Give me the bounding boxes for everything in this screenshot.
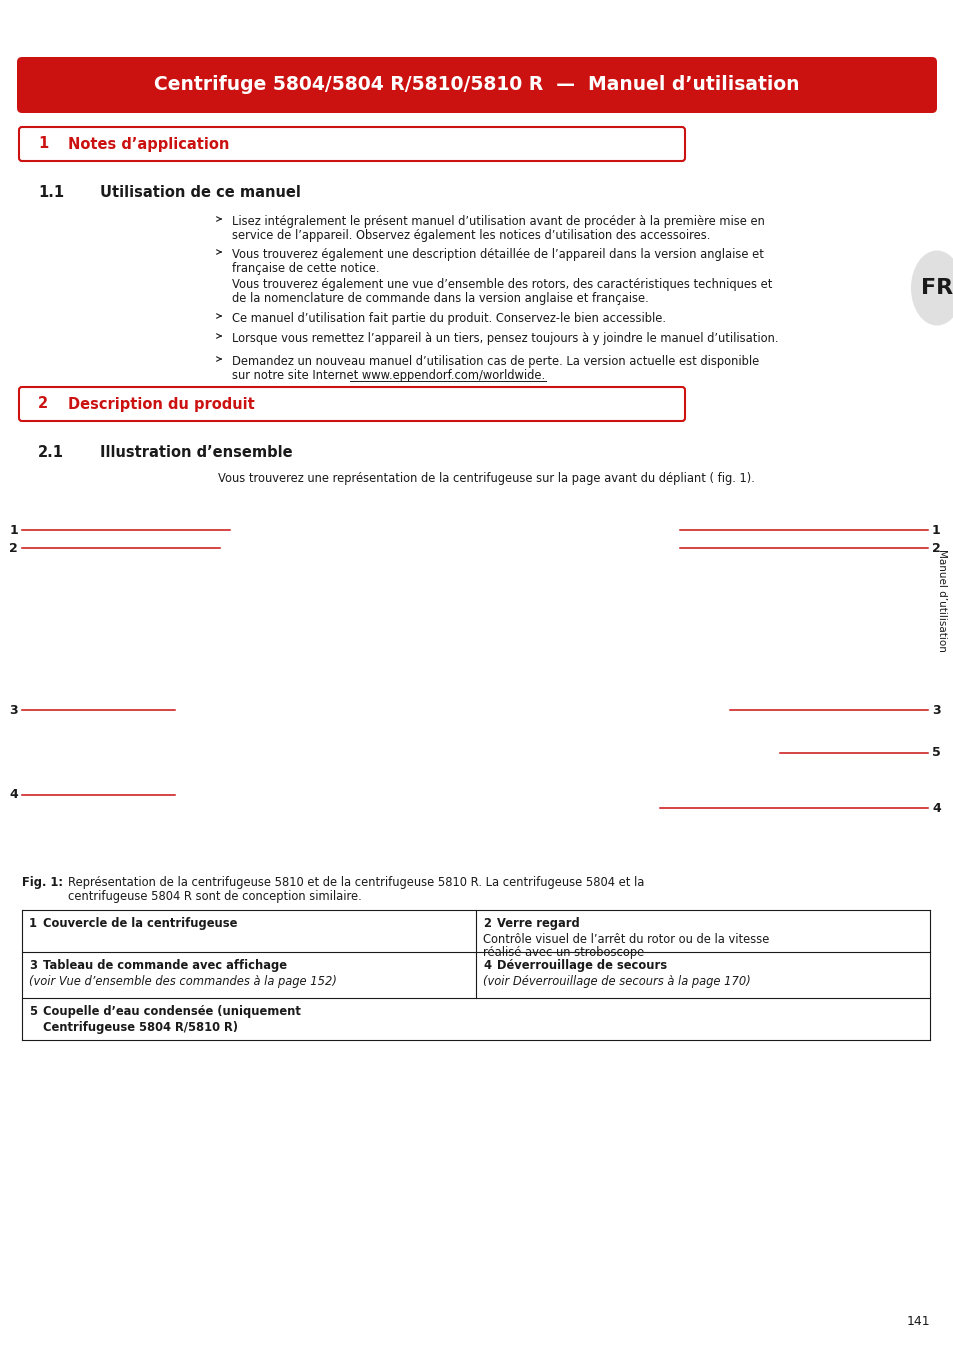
Text: 4: 4 <box>482 958 491 972</box>
Ellipse shape <box>910 251 953 325</box>
FancyBboxPatch shape <box>17 57 936 113</box>
Text: (voir Vue d’ensemble des commandes à la page 152): (voir Vue d’ensemble des commandes à la … <box>29 975 336 988</box>
Text: Lorsque vous remettez l’appareil à un tiers, pensez toujours à y joindre le manu: Lorsque vous remettez l’appareil à un ti… <box>232 332 778 346</box>
Text: Illustration d’ensemble: Illustration d’ensemble <box>100 446 293 460</box>
Text: Représentation de la centrifugeuse 5810 et de la centrifugeuse 5810 R. La centri: Représentation de la centrifugeuse 5810 … <box>68 876 643 890</box>
Text: sur notre site Internet www.eppendorf.com/worldwide.: sur notre site Internet www.eppendorf.co… <box>232 369 544 382</box>
Text: FR: FR <box>920 278 952 298</box>
Text: Centrifugeuse 5804 R/5810 R): Centrifugeuse 5804 R/5810 R) <box>43 1021 237 1034</box>
Text: 4: 4 <box>931 802 940 814</box>
Text: 141: 141 <box>905 1315 929 1328</box>
Text: 5: 5 <box>29 1004 37 1018</box>
Text: Ce manuel d’utilisation fait partie du produit. Conservez-le bien accessible.: Ce manuel d’utilisation fait partie du p… <box>232 312 665 325</box>
Text: Vous trouverez une représentation de la centrifugeuse sur la page avant du dépli: Vous trouverez une représentation de la … <box>218 472 754 485</box>
Text: Description du produit: Description du produit <box>68 397 254 412</box>
Text: Déverrouillage de secours: Déverrouillage de secours <box>497 958 666 972</box>
Text: Vous trouverez également une vue d’ensemble des rotors, des caractéristiques tec: Vous trouverez également une vue d’ensem… <box>232 278 772 292</box>
FancyBboxPatch shape <box>19 127 684 161</box>
Text: 3: 3 <box>10 703 18 717</box>
Text: 2: 2 <box>482 917 491 930</box>
Text: Tableau de commande avec affichage: Tableau de commande avec affichage <box>43 958 287 972</box>
Text: Couvercle de la centrifugeuse: Couvercle de la centrifugeuse <box>43 917 237 930</box>
Text: 2.1: 2.1 <box>38 446 64 460</box>
Text: française de cette notice.: française de cette notice. <box>232 262 379 275</box>
Text: service de l’appareil. Observez également les notices d’utilisation des accessoi: service de l’appareil. Observez égalemen… <box>232 230 710 242</box>
Text: 3: 3 <box>931 703 940 717</box>
Text: Lisez intégralement le présent manuel d’utilisation avant de procéder à la premi: Lisez intégralement le présent manuel d’… <box>232 215 764 228</box>
Text: 2: 2 <box>931 541 940 555</box>
Text: 3: 3 <box>29 958 37 972</box>
Text: Demandez un nouveau manuel d’utilisation cas de perte. La version actuelle est d: Demandez un nouveau manuel d’utilisation… <box>232 355 759 369</box>
Text: (voir Déverrouillage de secours à la page 170): (voir Déverrouillage de secours à la pag… <box>482 975 750 988</box>
Text: Manuel d’utilisation: Manuel d’utilisation <box>936 548 946 652</box>
Text: 1.1: 1.1 <box>38 185 64 200</box>
Text: 2: 2 <box>38 397 48 412</box>
Text: 4: 4 <box>10 788 18 802</box>
FancyBboxPatch shape <box>19 387 684 421</box>
Text: Vous trouverez également une description détaillée de l’appareil dans la version: Vous trouverez également une description… <box>232 248 763 261</box>
Text: Coupelle d’eau condensée (uniquement: Coupelle d’eau condensée (uniquement <box>43 1004 300 1018</box>
Text: Utilisation de ce manuel: Utilisation de ce manuel <box>100 185 300 200</box>
Text: 5: 5 <box>931 747 940 760</box>
Text: 1: 1 <box>10 524 18 536</box>
Text: réalisé avec un stroboscope: réalisé avec un stroboscope <box>482 946 643 958</box>
Text: Verre regard: Verre regard <box>497 917 579 930</box>
Text: de la nomenclature de commande dans la version anglaise et française.: de la nomenclature de commande dans la v… <box>232 292 648 305</box>
Text: 2: 2 <box>10 541 18 555</box>
Text: 1: 1 <box>29 917 37 930</box>
Text: Centrifuge 5804/5804 R/5810/5810 R  —  Manuel d’utilisation: Centrifuge 5804/5804 R/5810/5810 R — Man… <box>154 76 799 95</box>
Text: Contrôle visuel de l’arrêt du rotor ou de la vitesse: Contrôle visuel de l’arrêt du rotor ou d… <box>482 933 768 946</box>
Text: Fig. 1:: Fig. 1: <box>22 876 63 890</box>
Text: 1: 1 <box>38 136 49 151</box>
Text: 1: 1 <box>931 524 940 536</box>
Text: centrifugeuse 5804 R sont de conception similaire.: centrifugeuse 5804 R sont de conception … <box>68 890 361 903</box>
Text: Notes d’application: Notes d’application <box>68 136 229 151</box>
